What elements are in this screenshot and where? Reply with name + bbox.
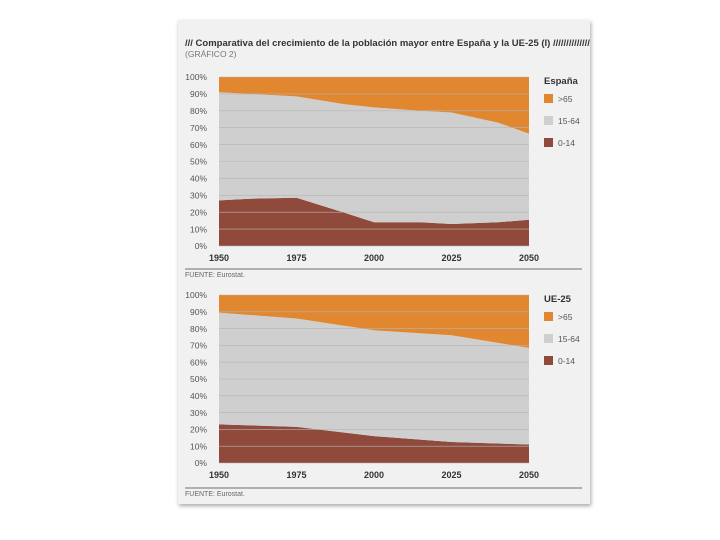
legend-label: >65 [558, 94, 573, 104]
legend-swatch-over65 [544, 312, 553, 321]
area-over65 [219, 77, 529, 134]
y-tick-label: 90% [190, 307, 207, 317]
area-0-14 [219, 197, 529, 246]
chart-subtitle: (GRÁFICO 2) [185, 49, 237, 59]
area-0-14 [219, 424, 529, 463]
legend-swatch-over65 [544, 94, 553, 103]
area-over65 [219, 295, 529, 348]
legend-swatch-15-64 [544, 116, 553, 125]
y-tick-label: 80% [190, 324, 207, 334]
x-tick-label: 2025 [441, 470, 461, 480]
area-15-64 [219, 92, 529, 224]
legend-swatch-0-14 [544, 138, 553, 147]
legend-swatch-0-14 [544, 356, 553, 365]
y-tick-label: 30% [190, 408, 207, 418]
x-tick-label: 1975 [286, 470, 306, 480]
y-tick-label: 0% [195, 241, 208, 251]
x-tick-label: 2050 [519, 253, 539, 263]
source-note: FUENTE: Eurostat. [185, 272, 245, 279]
chart-sheet: /// Comparativa del crecimiento de la po… [178, 20, 590, 504]
x-tick-label: 2025 [441, 253, 461, 263]
y-tick-label: 10% [190, 441, 207, 451]
y-tick-label: 100% [185, 290, 207, 300]
chart-title: /// Comparativa del crecimiento de la po… [185, 38, 590, 49]
x-tick-label: 1950 [209, 470, 229, 480]
legend-label: >65 [558, 312, 573, 322]
y-tick-label: 10% [190, 224, 207, 234]
y-tick-label: 0% [195, 458, 208, 468]
legend-title: UE-25 [544, 294, 572, 305]
y-tick-label: 50% [190, 157, 207, 167]
y-tick-label: 40% [190, 391, 207, 401]
legend-label: 15-64 [558, 116, 580, 126]
y-tick-label: 80% [190, 106, 207, 116]
y-tick-label: 20% [190, 207, 207, 217]
x-tick-label: 2000 [364, 470, 384, 480]
legend-swatch-15-64 [544, 334, 553, 343]
y-tick-label: 90% [190, 89, 207, 99]
y-tick-label: 70% [190, 123, 207, 133]
panel-ue25: UE-25 FUENTE: Eurostat. 0% 10% 20% 30% 40% 50… [185, 290, 582, 498]
legend-label: 15-64 [558, 334, 580, 344]
x-tick-label: 1950 [209, 253, 229, 263]
x-tick-label: 2000 [364, 253, 384, 263]
panel-espana: España FUENTE: Eurostat. 0% 10% 20% 30% 40% 5… [185, 72, 582, 279]
y-tick-label: 70% [190, 341, 207, 351]
y-tick-label: 30% [190, 191, 207, 201]
y-tick-label: 40% [190, 174, 207, 184]
legend-label: 0-14 [558, 356, 575, 366]
y-tick-label: 100% [185, 72, 207, 82]
chart-canvas: /// Comparativa del crecimiento de la po… [185, 38, 590, 498]
legend-label: 0-14 [558, 138, 575, 148]
y-tick-label: 60% [190, 357, 207, 367]
y-tick-label: 50% [190, 374, 207, 384]
source-note: FUENTE: Eurostat. [185, 491, 245, 498]
legend-title: España [544, 76, 579, 87]
y-tick-label: 20% [190, 425, 207, 435]
y-tick-label: 60% [190, 140, 207, 150]
x-tick-label: 1975 [286, 253, 306, 263]
x-tick-label: 2050 [519, 470, 539, 480]
